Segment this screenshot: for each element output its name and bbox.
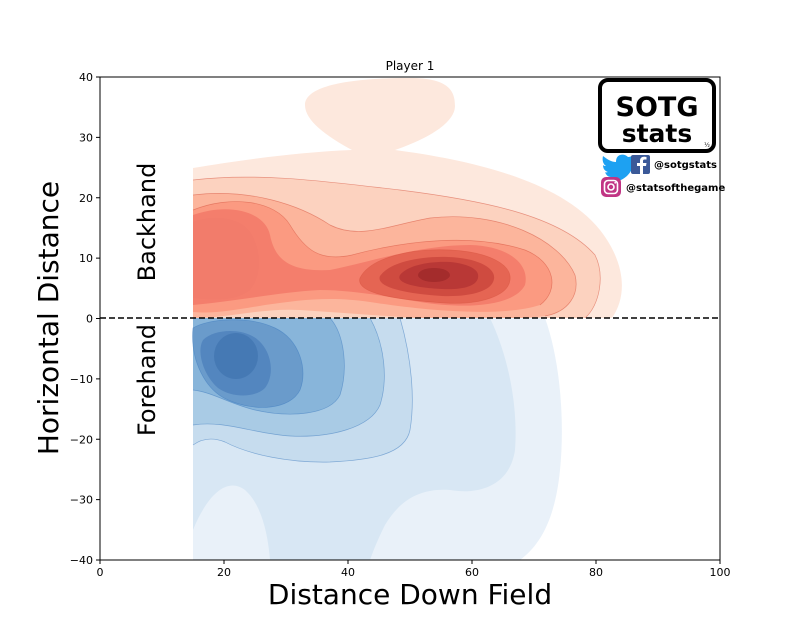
logo-line2: stats: [622, 119, 693, 148]
logo-line1: SOTG: [616, 92, 699, 123]
forehand-contour-8: [214, 333, 258, 379]
twitter-icon[interactable]: [601, 154, 640, 183]
x-tick-label: 80: [589, 566, 603, 579]
forehand-density: [192, 317, 562, 560]
backhand-label: Backhand: [133, 163, 161, 282]
chart-title: Player 1: [386, 59, 435, 73]
x-tick-label: 60: [465, 566, 479, 579]
y-tick-label: 0: [86, 313, 93, 326]
x-axis-label: Distance Down Field: [268, 578, 552, 611]
y-tick-label: −20: [70, 433, 93, 446]
y-tick-label: −40: [70, 554, 93, 567]
y-tick-label: 10: [79, 252, 93, 265]
facebook-handle: @sotgstats: [654, 160, 717, 171]
facebook-icon[interactable]: [631, 155, 650, 174]
sotg-logo: SOTG stats ½: [598, 78, 716, 153]
backhand-density: [192, 78, 622, 320]
backhand-contour-9: [418, 268, 450, 282]
instagram-icon[interactable]: [601, 177, 621, 197]
logo-mark: ½: [704, 142, 710, 149]
x-tick-label: 0: [97, 566, 104, 579]
x-tick-label: 100: [710, 566, 731, 579]
y-axis-label: Horizontal Distance: [32, 181, 65, 455]
logo-box: [598, 78, 716, 153]
y-tick-label: 40: [79, 71, 93, 84]
backhand-left-lobe: [193, 217, 259, 300]
x-tick-label: 20: [217, 566, 231, 579]
y-tick-label: −10: [70, 373, 93, 386]
x-axis-ticks: 0 20 40 60 80 100: [97, 560, 731, 579]
y-tick-label: 30: [79, 131, 93, 144]
y-axis-ticks: 40 30 20 10 0 −10 −20 −30 −40: [70, 71, 100, 567]
x-tick-label: 40: [341, 566, 355, 579]
forehand-label: Forehand: [133, 324, 161, 436]
instagram-handle: @statsofthegame: [626, 183, 725, 194]
y-tick-label: 20: [79, 192, 93, 205]
y-tick-label: −30: [70, 494, 93, 507]
